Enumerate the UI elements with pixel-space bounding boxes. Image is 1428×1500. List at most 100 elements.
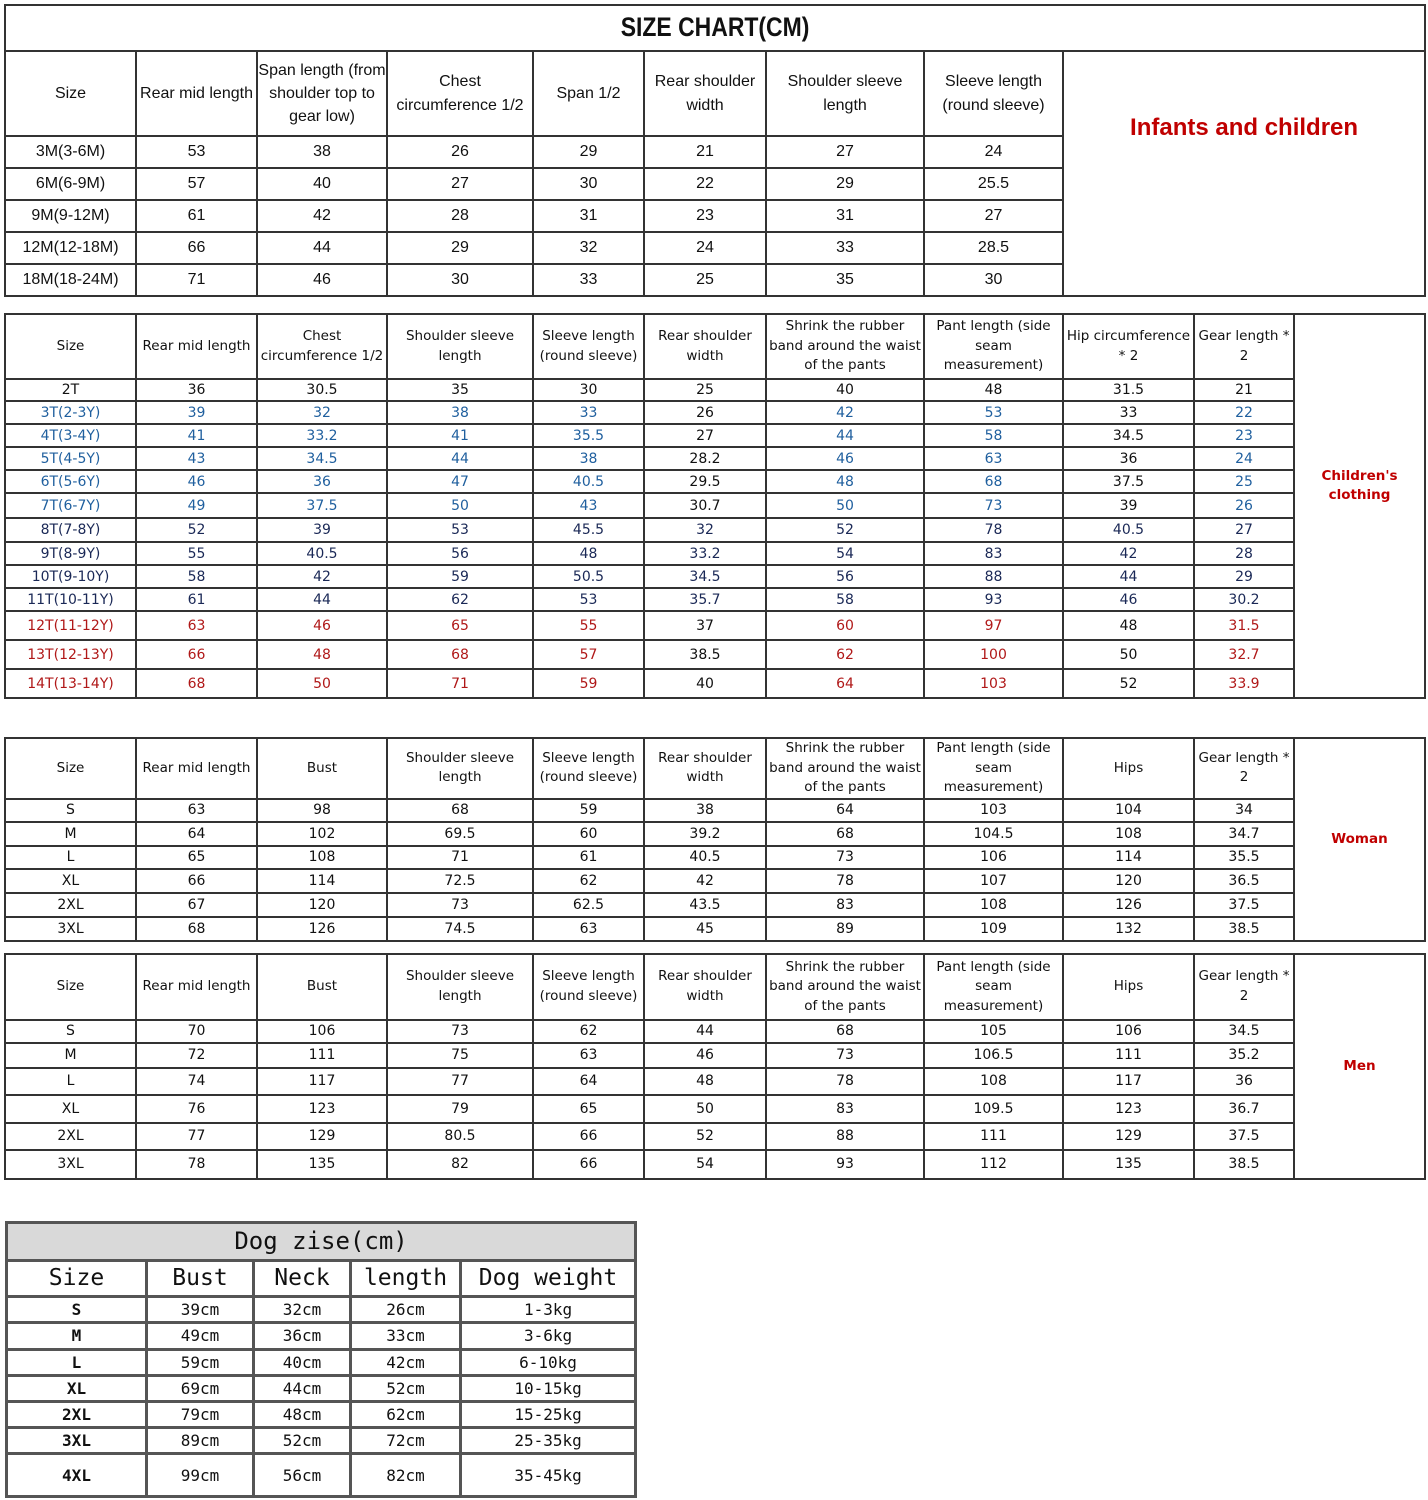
table-cell: 42	[1062, 541, 1195, 567]
table-cell: 60	[532, 820, 645, 847]
table-cell: 49cm	[145, 1321, 255, 1351]
table-cell: 27	[1193, 517, 1295, 544]
column-header: Bust	[145, 1258, 255, 1299]
size-cell: 12T(11-12Y)	[4, 610, 137, 642]
table-cell: 46	[256, 263, 388, 297]
column-header: Shoulder sleeve length	[765, 50, 925, 137]
table-cell: 32	[256, 400, 388, 426]
table-cell: 65	[135, 844, 258, 870]
table-cell: 44	[1062, 564, 1195, 590]
table-cell: 132	[1062, 915, 1195, 942]
children-size-table: Size Rear mid length Chest circumference 1…	[4, 312, 1426, 700]
table-cell: 26cm	[349, 1295, 462, 1325]
table-cell: 30	[532, 167, 645, 201]
page-title-text: SIZE CHART(CM)	[620, 12, 810, 43]
table-cell: 66	[135, 231, 258, 265]
table-cell: 37	[643, 610, 767, 642]
table-cell: 126	[256, 915, 388, 942]
table-cell: 49	[135, 492, 258, 520]
table-cell: 108	[1062, 820, 1195, 847]
column-header: Gear length * 2	[1193, 313, 1295, 380]
column-header: Rear shoulder width	[643, 737, 767, 800]
table-cell: 104.5	[923, 820, 1064, 847]
table-cell: 56cm	[252, 1452, 352, 1499]
table-cell: 104	[1062, 797, 1195, 823]
column-header: Rear mid length	[135, 953, 258, 1021]
size-cell: 13T(12-13Y)	[4, 639, 137, 671]
table-row: 4XL 99cm 56cm 82cm 35-45kg	[5, 1452, 638, 1499]
table-cell: 71	[386, 668, 534, 700]
table-cell: 34.5	[643, 564, 767, 590]
table-cell: 38.5	[1193, 1149, 1295, 1180]
table-cell: 66	[135, 639, 258, 671]
table-cell: 27	[386, 167, 534, 201]
table-cell: 25-35kg	[458, 1426, 638, 1456]
size-cell: 8T(7-8Y)	[4, 517, 137, 544]
table-cell: 34.5	[256, 446, 388, 472]
table-cell: 33	[1062, 400, 1195, 426]
table-row: 3XL 78 135 82 66 54 93 112 135 38.5	[4, 1149, 1425, 1180]
table-cell: 89cm	[145, 1426, 255, 1456]
table-row: 14T(13-14Y) 68 50 71 59 40 64 103 52 33.9	[4, 668, 1425, 700]
table-cell: 73	[923, 492, 1064, 520]
table-cell: 68	[765, 1019, 925, 1044]
table-cell: 66	[532, 1149, 645, 1180]
table-cell: 27	[643, 423, 767, 449]
table-cell: 73	[386, 1019, 534, 1044]
table-row: L 65 108 71 61 40.5 73 106 114 35.5	[4, 844, 1425, 870]
dog-size-table: Dog zise(cm) Size Bust Neck length Dog weight…	[4, 1221, 638, 1499]
table-cell: 73	[765, 1042, 925, 1069]
table-cell: 93	[765, 1149, 925, 1180]
table-cell: 22	[1193, 400, 1295, 426]
table-cell: 37.5	[1193, 891, 1295, 918]
table-row: 9T(8-9Y) 55 40.5 56 48 33.2 54 83 42 28	[4, 541, 1425, 567]
table-cell: 40	[256, 167, 388, 201]
table-cell: 28.5	[923, 231, 1064, 265]
table-row: 7T(6-7Y) 49 37.5 50 43 30.7 50 73 39 26	[4, 492, 1425, 520]
table-cell: 34.5	[1193, 1019, 1295, 1044]
size-cell: XL	[5, 1373, 148, 1403]
table-cell: 33.2	[643, 541, 767, 567]
table-cell: 36	[256, 469, 388, 495]
size-cell: L	[5, 1347, 148, 1377]
woman-size-table: Size Rear mid length Bust Shoulder sleeve l…	[4, 737, 1426, 942]
table-cell: 66	[532, 1122, 645, 1151]
table-cell: 46	[256, 610, 388, 642]
table-cell: 52cm	[349, 1373, 462, 1403]
table-cell: 106.5	[923, 1042, 1064, 1069]
table-cell: 103	[923, 668, 1064, 700]
table-cell: 29	[386, 231, 534, 265]
table-cell: 36	[135, 377, 258, 403]
table-cell: 73	[765, 844, 925, 870]
column-header: Size	[4, 313, 137, 380]
table-cell: 65	[532, 1094, 645, 1124]
table-cell: 33	[532, 400, 645, 426]
table-cell: 61	[135, 199, 258, 233]
table-row: 2XL 77 129 80.5 66 52 88 111 129 37.5	[4, 1122, 1425, 1151]
size-cell: 3XL	[4, 915, 137, 942]
table-cell: 68	[386, 797, 534, 823]
table-cell: 43	[532, 492, 645, 520]
table-cell: 48	[765, 469, 925, 495]
table-cell: 71	[135, 263, 258, 297]
table-cell: 44	[765, 423, 925, 449]
page-title: SIZE CHART(CM)	[3, 4, 1427, 52]
column-header: Rear shoulder width	[643, 50, 767, 137]
table-cell: 69.5	[386, 820, 534, 847]
table-cell: 26	[386, 135, 534, 169]
table-cell: 111	[256, 1042, 388, 1069]
table-cell: 50	[765, 492, 925, 520]
table-cell: 97	[923, 610, 1064, 642]
table-cell: 103	[923, 797, 1064, 823]
column-header: Shrink the rubber band around the waist …	[765, 737, 925, 800]
table-cell: 22	[643, 167, 767, 201]
table-cell: 63	[135, 610, 258, 642]
table-cell: 39	[1062, 492, 1195, 520]
table-cell: 50	[386, 492, 534, 520]
table-cell: 10-15kg	[458, 1373, 638, 1403]
table-cell: 40	[765, 377, 925, 403]
column-header: Pant length (side seam measurement)	[923, 953, 1064, 1021]
table-cell: 66	[135, 867, 258, 894]
table-cell: 59	[532, 797, 645, 823]
table-cell: 78	[135, 1149, 258, 1180]
